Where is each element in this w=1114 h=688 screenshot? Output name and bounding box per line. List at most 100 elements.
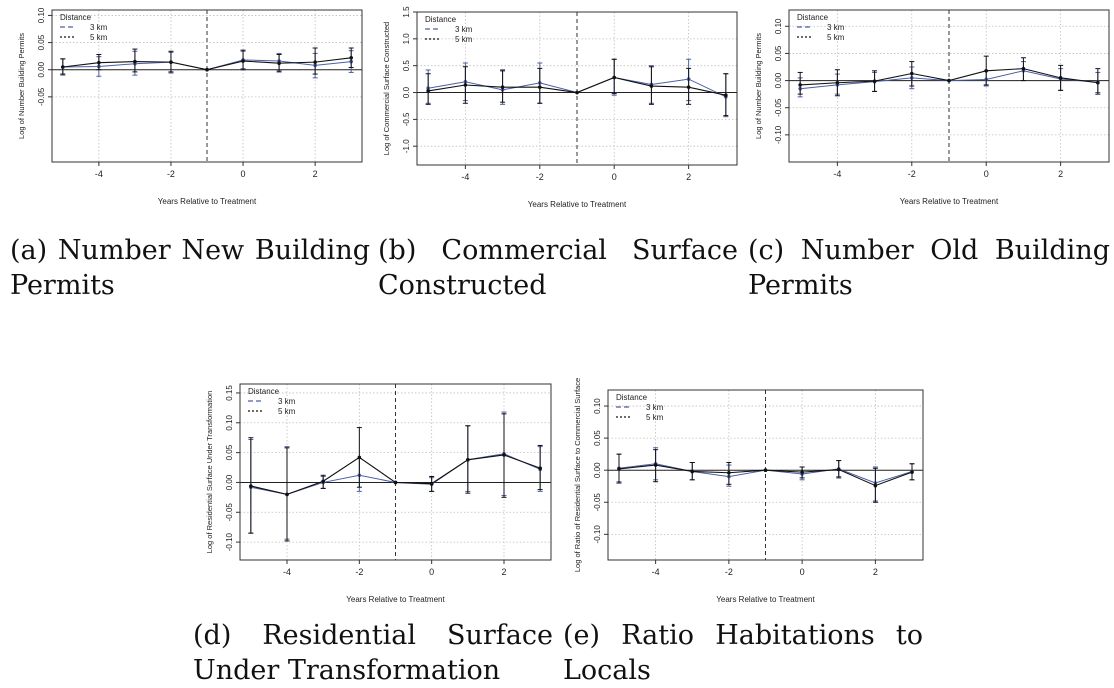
legend-label-0: 3 km — [646, 403, 664, 412]
legend-title: Distance — [797, 13, 829, 22]
chart-panel-b: -4 -2 0 2 -1.0 -0.5 0.0 0.5 1.0 1.5 Years Relative… — [372, 0, 744, 215]
point-s1-0 — [249, 484, 253, 488]
point-s1-7 — [686, 85, 691, 89]
point-s1-8 — [538, 466, 542, 470]
y-tick-label-0: -0.10 — [593, 525, 602, 544]
chart-e: -4 -2 0 2 -0.10 -0.05 0.00 0.05 0.10 Years Relati… — [573, 378, 924, 604]
legend-label-0: 3 km — [278, 397, 296, 406]
y-tick-label-3: 0.10 — [37, 7, 46, 23]
chart-panel-c: -4 -2 0 2 -0.10 -0.05 0.00 0.05 0.10 Years Relati… — [744, 0, 1114, 215]
x-axis-title: Years Relative to Treatment — [716, 595, 815, 604]
y-tick-label-0: -0.10 — [225, 532, 234, 551]
chart-b: -4 -2 0 2 -1.0 -0.5 0.0 0.5 1.0 1.5 Years Relative… — [382, 6, 738, 209]
x-axis-title: Years Relative to Treatment — [900, 197, 999, 206]
point-s1-3 — [537, 85, 542, 89]
legend-label-1: 5 km — [455, 35, 473, 44]
point-s1-4 — [763, 468, 768, 472]
point-s1-5 — [984, 69, 989, 73]
legend-title: Distance — [248, 387, 280, 396]
point-s1-5 — [612, 75, 617, 80]
series-line-0 — [250, 453, 541, 495]
x-tick-label-2: 0 — [984, 169, 989, 179]
x-axis-title: Years Relative to Treatment — [346, 595, 445, 604]
caption-a: (a) Number New Building Permits — [10, 235, 370, 301]
legend-label-1: 5 km — [278, 407, 296, 416]
x-tick-label-2: 0 — [612, 172, 617, 182]
y-tick-label-4: 0.10 — [225, 414, 234, 430]
y-axis-title: Log of Ratio of Residential Surface to C… — [573, 378, 582, 572]
chart-panel-d: -4 -2 0 2 -0.10 -0.05 0.00 0.05 0.10 0.15 Years Re… — [188, 370, 560, 620]
point-s1-6 — [836, 467, 841, 472]
y-tick-label-3: 0.05 — [774, 45, 783, 61]
y-axis-title: Log of Commercial Surface Constructed — [382, 22, 391, 155]
x-axis-title: Years Relative to Treatment — [158, 197, 257, 206]
point-s1-1 — [285, 492, 289, 497]
x-tick-label-0: -4 — [95, 169, 103, 179]
point-s1-0 — [61, 65, 65, 69]
y-tick-label-4: 0.10 — [593, 398, 602, 414]
y-tick-label-0: -1.0 — [402, 139, 411, 153]
y-tick-label-5: 0.15 — [225, 385, 234, 401]
y-tick-label-2: 0.05 — [37, 34, 46, 50]
point-s1-7 — [502, 453, 506, 457]
point-s1-7 — [1058, 76, 1063, 80]
y-axis-title: Log of Residential Surface Under Transfo… — [205, 391, 214, 554]
plot-frame — [788, 9, 1110, 163]
point-s1-3 — [727, 470, 731, 475]
caption-b: (b) Commercial Surface Constructed — [378, 235, 738, 301]
legend-label-0: 3 km — [455, 25, 473, 34]
y-tick-label-4: 0.10 — [774, 18, 783, 34]
y-tick-label-1: -0.05 — [774, 98, 783, 117]
y-tick-label-3: 0.05 — [225, 444, 234, 460]
legend-label-1: 5 km — [90, 33, 108, 42]
point-s1-8 — [724, 93, 728, 98]
point-s1-8 — [910, 470, 914, 474]
x-tick-label-1: -2 — [355, 567, 363, 577]
point-s1-2 — [500, 85, 505, 89]
y-tick-label-2: 0.00 — [593, 462, 602, 478]
legend-label-1: 5 km — [827, 33, 845, 42]
y-tick-label-1: -0.5 — [402, 112, 411, 126]
caption-c: (c) Number Old Building Permits — [748, 235, 1110, 301]
point-s1-0 — [798, 83, 802, 87]
x-tick-label-0: -4 — [652, 567, 660, 577]
x-tick-label-0: -4 — [283, 567, 291, 577]
x-tick-label-2: 0 — [429, 567, 434, 577]
x-axis-title: Years Relative to Treatment — [528, 200, 627, 209]
y-tick-label-0: -0.05 — [37, 87, 46, 106]
point-s1-6 — [466, 457, 470, 462]
point-s1-3 — [169, 60, 173, 64]
caption-d: (d) Residential Surface Under Transforma… — [193, 620, 553, 686]
point-s1-0 — [617, 467, 621, 471]
chart-c: -4 -2 0 2 -0.10 -0.05 0.00 0.05 0.10 Years Relati… — [754, 9, 1110, 206]
point-s1-4 — [205, 67, 209, 72]
x-tick-label-2: 0 — [800, 567, 805, 577]
y-tick-label-1: -0.05 — [225, 503, 234, 522]
y-tick-label-3: 0.05 — [593, 430, 602, 446]
point-s1-0 — [426, 89, 430, 93]
legend-title: Distance — [60, 13, 92, 22]
point-s1-2 — [133, 59, 137, 64]
point-s1-1 — [835, 80, 840, 85]
x-tick-label-2: 0 — [241, 169, 246, 179]
x-tick-label-3: 2 — [686, 172, 691, 182]
y-tick-label-5: 1.5 — [402, 6, 411, 18]
chart-a: -4 -2 0 2 -0.05 0.00 0.05 0.10 Years Relative to… — [17, 7, 363, 206]
point-s1-2 — [321, 479, 325, 484]
x-tick-label-3: 2 — [873, 567, 878, 577]
legend-title: Distance — [425, 15, 457, 24]
y-tick-label-2: 0.00 — [774, 72, 783, 88]
point-s1-6 — [649, 84, 654, 88]
y-tick-label-3: 0.5 — [402, 60, 411, 72]
plot-frame — [607, 389, 924, 561]
chart-panel-e: -4 -2 0 2 -0.10 -0.05 0.00 0.05 0.10 Years Relati… — [558, 370, 930, 620]
point-s1-3 — [357, 455, 362, 460]
x-tick-label-3: 2 — [1058, 169, 1063, 179]
x-tick-label-0: -4 — [833, 169, 841, 179]
legend-label-1: 5 km — [646, 413, 664, 422]
chart-d: -4 -2 0 2 -0.10 -0.05 0.00 0.05 0.10 0.15 Years Re… — [205, 383, 552, 604]
point-s1-4 — [393, 480, 398, 485]
x-tick-label-0: -4 — [461, 172, 469, 182]
point-s1-8 — [349, 55, 353, 60]
series-line-1 — [250, 454, 541, 495]
